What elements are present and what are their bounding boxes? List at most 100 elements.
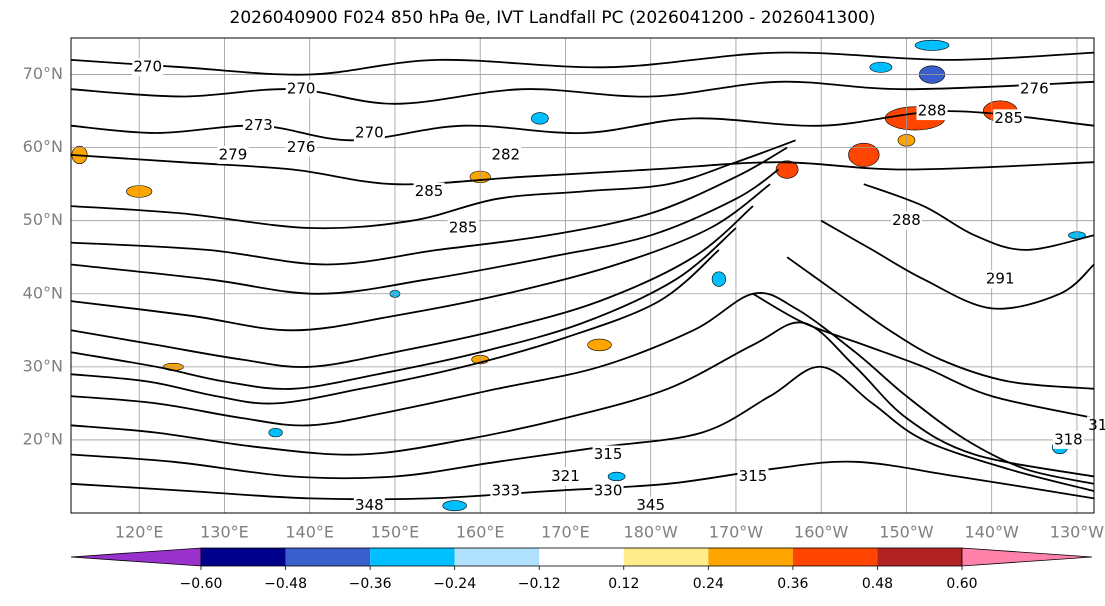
theta-e-contour — [70, 292, 1095, 485]
contour-label-bg — [217, 145, 249, 164]
contour-label: 348 — [355, 496, 384, 514]
ivt-pc-region — [848, 142, 880, 167]
theta-e-contour — [70, 139, 796, 230]
contour-label: 279 — [219, 145, 248, 163]
ivt-pc-region — [914, 39, 950, 51]
contour-label: 273 — [244, 116, 273, 134]
contour-label-bg — [1018, 80, 1050, 99]
theta-e-contours — [70, 51, 1095, 501]
ivt-pc-region — [869, 61, 893, 73]
colorbar-segment — [454, 548, 540, 566]
colorbar-tick-label: 0.48 — [862, 576, 893, 592]
contour-label-bg — [635, 496, 667, 515]
contour-label-bg — [285, 138, 317, 157]
ivt-pc-region — [268, 427, 283, 438]
lon-tick-label: 130°E — [200, 523, 249, 542]
gridlines — [71, 38, 1094, 513]
contour-label: 315 — [739, 467, 768, 485]
theta-e-contour — [70, 168, 780, 295]
contour-label-bg — [993, 109, 1025, 128]
lon-tick-label: 170°W — [709, 523, 764, 542]
contour-label: 318 — [1088, 416, 1105, 434]
contour-label-bg — [490, 145, 522, 164]
lat-tick-label: 70°N — [23, 64, 63, 83]
contour-label: 315 — [594, 445, 623, 463]
lon-tick-label: 160°W — [794, 523, 849, 542]
colorbar-tick-label: −0.48 — [264, 576, 307, 592]
ivt-pc-region — [607, 471, 626, 482]
colorbar-segment — [285, 548, 371, 566]
theta-e-contour — [70, 321, 1095, 478]
theta-e-contour — [70, 154, 1095, 186]
colorbar-tick-label: −0.60 — [180, 576, 223, 592]
theta-e-contour — [70, 365, 1095, 492]
contour-label: 321 — [551, 467, 580, 485]
colorbar-tick-label: −0.36 — [349, 576, 392, 592]
contour-label: 270 — [133, 58, 162, 76]
contour-label-bg — [132, 58, 164, 77]
colorbar-segment — [708, 548, 793, 566]
theta-e-contour — [863, 183, 1095, 251]
contour-label: 345 — [636, 496, 665, 514]
theta-e-contour — [70, 205, 754, 368]
colorbar-tick-label: 0.36 — [777, 576, 808, 592]
colorbar-segment — [201, 548, 286, 566]
contour-label: 333 — [491, 482, 520, 500]
lat-tick-label: 20°N — [23, 429, 63, 448]
contour-label: 318 — [1054, 430, 1083, 448]
contour-label-bg — [413, 182, 445, 201]
colorbar-tick-label: 0.60 — [946, 576, 977, 592]
theta-e-contour — [70, 227, 737, 390]
colorbar-extend-high — [961, 547, 1093, 567]
contour-label-bg — [984, 270, 1016, 289]
contour-label: 276 — [1020, 80, 1049, 98]
theta-e-contour — [70, 183, 771, 332]
contour-label: 285 — [415, 182, 444, 200]
lat-tick-label: 50°N — [23, 210, 63, 229]
ivt-pc-region — [531, 112, 549, 125]
contour-label-bg — [490, 482, 522, 501]
contour-label: 276 — [287, 138, 316, 156]
theta-e-contour — [786, 256, 1095, 390]
lon-tick-label: 150°W — [879, 523, 934, 542]
lat-tick-label: 60°N — [23, 137, 63, 156]
plot-frame — [70, 37, 1095, 514]
lat-tick-label: 40°N — [23, 283, 63, 302]
chart-title: 2026040900 F024 850 hPa θe, IVT Landfall… — [229, 8, 876, 28]
lon-tick-label: 140°E — [285, 523, 334, 542]
ivt-pc-region — [775, 160, 799, 179]
lon-tick-label: 140°W — [965, 523, 1020, 542]
contour-label: 285 — [994, 109, 1023, 127]
lon-tick-label: 150°E — [371, 523, 420, 542]
contour-label-bg — [1087, 416, 1105, 435]
contour-label-bg — [592, 482, 624, 501]
theta-e-contour — [70, 110, 1095, 142]
colorbar-segment — [792, 548, 878, 566]
theta-e-contour — [70, 146, 788, 266]
ivt-pc-region — [711, 271, 727, 287]
contour-label: 330 — [594, 482, 623, 500]
contour-labels: 270 270 273 270 276 279 282 285 285 288 285 276 288 2… — [132, 58, 1105, 515]
colorbar-segment — [623, 548, 709, 566]
contour-label: 291 — [986, 270, 1015, 288]
ivt-pc-region — [442, 500, 467, 512]
contour-label-bg — [890, 211, 922, 230]
axis-tick-labels: 70°N 60°N 50°N 40°N 30°N 20°N 120°E 130°E 140°E 1… — [23, 64, 1105, 541]
contour-label-bg — [353, 124, 385, 142]
contour-label: 285 — [449, 219, 478, 237]
contour-label-bg — [447, 219, 479, 237]
contour-label-bg — [243, 116, 275, 135]
theta-e-contour — [70, 80, 1095, 105]
theta-e-contour — [70, 249, 720, 405]
contour-label-bg — [285, 80, 317, 99]
contour-label-bg — [737, 467, 769, 486]
contour-label-bg — [592, 445, 624, 464]
contour-label-bg — [1052, 430, 1084, 449]
colorbar-tick-label: 0.24 — [693, 576, 724, 592]
colorbar-segment — [539, 548, 624, 566]
theta-e-contour — [820, 219, 1095, 310]
colorbar-tick-label: 0.12 — [608, 576, 639, 592]
lat-tick-label: 30°N — [23, 356, 63, 375]
contour-label: 270 — [355, 124, 384, 142]
